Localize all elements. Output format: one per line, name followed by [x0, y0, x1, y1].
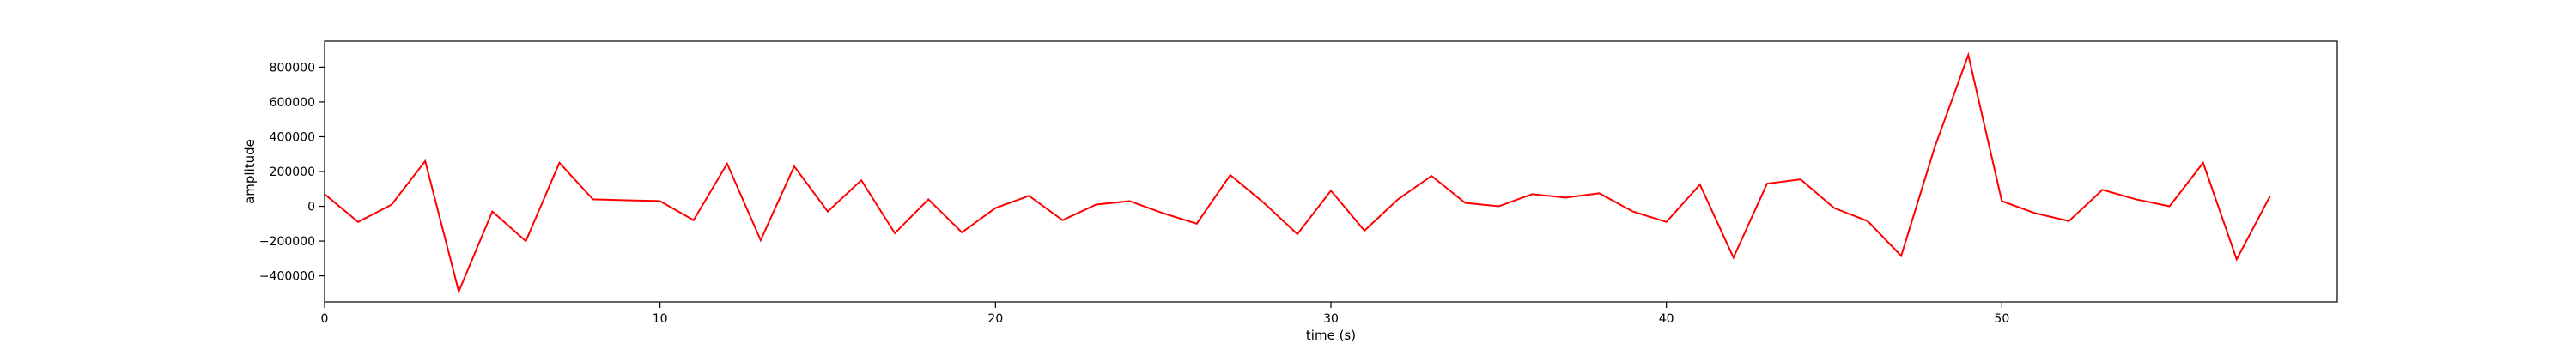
x-tick-label: 50	[1994, 312, 2009, 326]
axes-layer: 0 10 20 30 40 50 −400000 −200000 0 200000 400000 60…	[259, 61, 2009, 326]
x-axis-label: time (s)	[1306, 328, 1356, 343]
x-tick-label: 0	[321, 312, 329, 326]
y-tick-label: 600000	[270, 96, 315, 110]
y-tick-label: −200000	[259, 235, 315, 249]
y-axis-label: amplitude	[242, 139, 258, 204]
x-tick-label: 40	[1659, 312, 1674, 326]
plot-layer	[324, 51, 2271, 294]
y-tick-label: 0	[307, 201, 315, 214]
x-tick-label: 30	[1323, 312, 1339, 326]
y-tick-label: −400000	[259, 270, 315, 284]
plot-frame	[324, 40, 2338, 303]
series-line-0	[324, 51, 2271, 294]
y-tick-label: 800000	[270, 61, 315, 75]
y-tick-label: 200000	[270, 165, 315, 179]
y-tick-label: 400000	[270, 130, 315, 144]
x-tick-label: 20	[987, 312, 1003, 326]
x-tick-label: 10	[653, 312, 668, 326]
